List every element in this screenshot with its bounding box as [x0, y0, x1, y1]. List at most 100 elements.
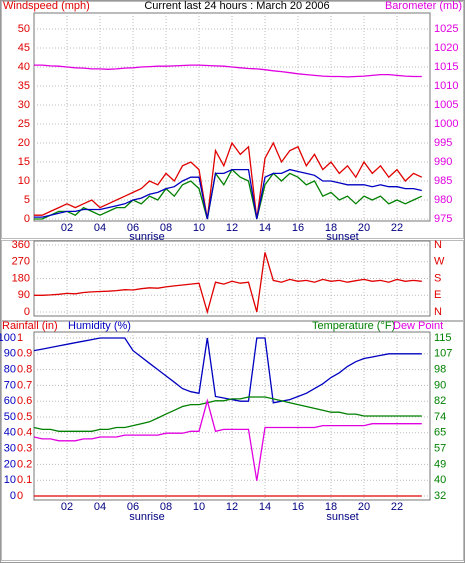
y-tick-label: 35 [18, 80, 30, 92]
y-tick-label: 40 [18, 61, 30, 73]
annotation: sunrise [129, 511, 164, 523]
y-tick-label: 0 [24, 213, 30, 225]
y-tick-label: 5 [24, 194, 30, 206]
y-tick-label: 90 [18, 289, 30, 301]
panel [1, 321, 464, 561]
y2-tick-label: 90 [434, 379, 446, 391]
y2-tick-label: S [434, 272, 441, 284]
y3-tick-label: 0.3 [17, 443, 32, 455]
y2-tick-label: 985 [434, 175, 452, 187]
y-tick-label: 45 [18, 42, 30, 54]
y2-tick-label: 995 [434, 137, 452, 149]
y-tick-label: 15 [18, 156, 30, 168]
x-tick-label: 02 [61, 222, 73, 234]
y-tick-label: 0 [10, 490, 16, 502]
y-tick-label: 30 [4, 443, 16, 455]
y3-tick-label: 0.6 [17, 395, 32, 407]
series-line [34, 64, 422, 78]
series-line [33, 396, 422, 432]
panel [1, 1, 464, 239]
y2-tick-label: N [434, 239, 442, 251]
y2-tick-label: 115 [434, 332, 452, 344]
y-tick-label: 70 [4, 379, 16, 391]
y-tick-label: 270 [12, 256, 30, 268]
y-tick-label: 180 [12, 272, 30, 284]
y-tick-label: 80 [4, 364, 16, 376]
y-tick-label: 50 [18, 23, 30, 35]
series-line [33, 398, 422, 481]
plot-area [33, 12, 431, 222]
series-line [33, 337, 422, 404]
y3-tick-label: 0.2 [17, 458, 32, 470]
y2-tick-label: E [434, 289, 441, 301]
y-tick-label: 20 [4, 458, 16, 470]
x-tick-label: 04 [94, 501, 106, 513]
y-tick-label: 100 [0, 332, 16, 344]
chart-title: Current last 24 hours : March 20 2006 [144, 0, 329, 12]
y-tick-label: 90 [4, 348, 16, 360]
y2-tick-label: 1000 [434, 118, 458, 130]
annotation: sunrise [129, 231, 164, 243]
y2-tick-label: 40 [434, 474, 446, 486]
y2-tick-label: W [434, 256, 445, 268]
y-tick-label: 360 [12, 239, 30, 251]
y2-tick-label: 98 [434, 364, 446, 376]
x-tick-label: 18 [325, 222, 337, 234]
x-tick-label: 20 [358, 501, 370, 513]
y3-tick-label: 0.7 [17, 379, 32, 391]
series-line [34, 168, 422, 220]
y2-tick-label: N [434, 306, 442, 318]
y-tick-label: 20 [18, 137, 30, 149]
x-tick-label: 02 [61, 501, 73, 513]
y2-tick-label: 990 [434, 156, 452, 168]
y-tick-label: 50 [4, 411, 16, 423]
legend-label: Rainfall (in) [2, 320, 58, 332]
y3-tick-label: 0.5 [17, 411, 32, 423]
y2-tick-label: 1010 [434, 80, 458, 92]
x-tick-label: 14 [259, 501, 271, 513]
y2-tick-label: 57 [434, 443, 446, 455]
x-tick-label: 12 [226, 501, 238, 513]
y-tick-label: 25 [18, 118, 30, 130]
x-tick-label: 10 [193, 222, 205, 234]
annotation: sunset [326, 511, 358, 523]
annotation: sunset [326, 231, 358, 243]
y2-tick-label: 980 [434, 194, 452, 206]
y3-tick-label: 0 [17, 490, 23, 502]
y2-tick-label: 32 [434, 490, 446, 502]
y3-tick-label: 1 [17, 332, 23, 344]
x-tick-label: 14 [259, 222, 271, 234]
y2-tick-label: 74 [434, 411, 446, 423]
x-tick-label: 04 [94, 222, 106, 234]
x-tick-label: 06 [127, 222, 139, 234]
x-tick-label: 06 [127, 501, 139, 513]
y-tick-label: 10 [4, 474, 16, 486]
y-tick-label: 10 [18, 175, 30, 187]
y2-axis-label: Barometer (mb) [385, 0, 462, 12]
y2-tick-label: 1020 [434, 42, 458, 54]
y3-tick-label: 0.4 [17, 427, 32, 439]
x-tick-label: 18 [325, 501, 337, 513]
y2-tick-label: 82 [434, 395, 446, 407]
y-tick-label: 0 [24, 306, 30, 318]
y2-tick-label: 1025 [434, 23, 458, 35]
series-line [34, 252, 422, 315]
x-tick-label: 22 [391, 222, 403, 234]
y-tick-label: 30 [18, 99, 30, 111]
y3-tick-label: 0.8 [17, 364, 32, 376]
y2-tick-label: 107 [434, 348, 452, 360]
legend-label: Humidity (%) [68, 320, 131, 332]
y2-tick-label: 49 [434, 458, 446, 470]
y-tick-label: 40 [4, 427, 16, 439]
x-tick-label: 22 [391, 501, 403, 513]
series-line [34, 141, 423, 220]
y-tick-label: 60 [4, 395, 16, 407]
x-tick-label: 16 [292, 222, 304, 234]
y3-tick-label: 0.1 [17, 474, 32, 486]
y2-tick-label: 65 [434, 427, 446, 439]
y2-tick-label: 975 [434, 213, 452, 225]
x-tick-label: 12 [226, 222, 238, 234]
y2-tick-label: 1005 [434, 99, 458, 111]
